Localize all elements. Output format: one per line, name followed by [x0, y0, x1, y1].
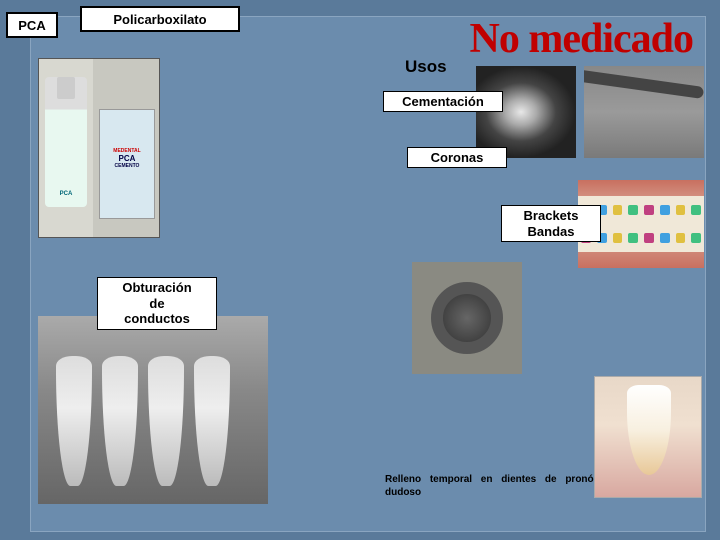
label-coronas: Coronas: [407, 147, 507, 168]
bracket-dot: [628, 233, 638, 243]
box-pca: PCA: [100, 154, 154, 163]
box-sub: CEMENTO: [100, 163, 154, 169]
policarboxilato-tab: Policarboxilato: [80, 6, 240, 32]
bracket-dot: [644, 205, 654, 215]
image-xray: [38, 316, 268, 504]
bandas-text: Bandas: [528, 224, 575, 239]
obtur-l3: conductos: [124, 311, 190, 326]
bracket-dot: [660, 233, 670, 243]
anatomy-tooth-shape: [627, 385, 671, 475]
bracket-dot: [628, 205, 638, 215]
bracket-dot: [660, 205, 670, 215]
brackets-text: Brackets: [524, 208, 579, 223]
image-dental-crown: [476, 66, 576, 158]
obtur-l1: Obturación: [122, 280, 191, 295]
label-obturacion: Obturación de conductos: [97, 277, 217, 330]
box-label: MEDENTAL PCA CEMENTO: [100, 148, 154, 169]
image-band-ring: [412, 262, 522, 374]
bottle-label: PCA: [45, 191, 87, 197]
xray-root: [148, 356, 184, 486]
bracket-dot: [613, 233, 623, 243]
no-medicado-title: No medicado: [470, 15, 694, 63]
bracket-dot: [691, 205, 701, 215]
footer-note: Relleno temporal en dientes de pronóstic…: [385, 473, 617, 499]
pca-tab: PCA: [6, 12, 58, 38]
xray-root: [194, 356, 230, 486]
section-title: Usos: [405, 57, 447, 77]
cement-box-graphic: MEDENTAL PCA CEMENTO: [99, 109, 155, 219]
bracket-dot: [676, 205, 686, 215]
image-spatula-cement: [584, 66, 704, 158]
label-brackets-bandas: Brackets Bandas: [501, 205, 601, 242]
ring-shape: [431, 282, 503, 354]
xray-root: [102, 356, 138, 486]
bracket-dot: [691, 233, 701, 243]
bracket-dot: [613, 205, 623, 215]
bottle-cap: [57, 77, 75, 99]
bracket-dot: [644, 233, 654, 243]
image-tooth-anatomy: [594, 376, 702, 498]
spatula-shape: [584, 69, 704, 99]
image-pca-products: PCA MEDENTAL PCA CEMENTO: [38, 58, 160, 238]
xray-root: [56, 356, 92, 486]
bracket-dot: [676, 233, 686, 243]
obtur-l2: de: [149, 296, 164, 311]
bottle-graphic: PCA: [45, 77, 87, 207]
label-cementacion: Cementación: [383, 91, 503, 112]
